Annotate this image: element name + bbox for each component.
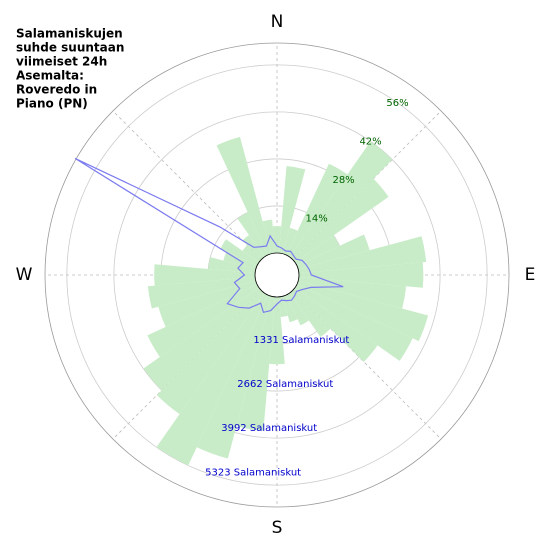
bar xyxy=(154,264,256,286)
compass-label: W xyxy=(16,265,33,285)
chart-title: Asemalta: xyxy=(16,69,84,83)
bar xyxy=(208,257,256,274)
bar xyxy=(242,245,262,263)
center-hole xyxy=(254,252,300,298)
chart-title: viimeiset 24h xyxy=(16,55,107,69)
outer-ring xyxy=(44,42,510,508)
bar xyxy=(147,276,256,309)
bar xyxy=(295,235,340,266)
bar xyxy=(296,234,370,270)
bar xyxy=(292,287,378,362)
bar xyxy=(298,276,407,309)
bar xyxy=(289,290,331,338)
r-tick-label: 14% xyxy=(305,213,327,224)
line xyxy=(74,157,344,313)
bar xyxy=(147,284,259,357)
compass-label: S xyxy=(272,518,283,538)
bar xyxy=(282,227,298,256)
chart-title: Salamaniskujen xyxy=(16,27,123,41)
bar xyxy=(282,294,298,323)
chart-title: suhde suuntaan xyxy=(16,41,124,55)
bar xyxy=(196,294,272,459)
bar xyxy=(237,212,268,257)
chart-title: Piano (PN) xyxy=(16,97,88,111)
compass-label: E xyxy=(525,265,536,285)
bar xyxy=(236,296,276,431)
bar xyxy=(158,280,258,327)
bar xyxy=(298,236,427,274)
r2-tick-label: 5323 Salamaniskut xyxy=(205,467,301,478)
bar xyxy=(295,284,413,361)
chart-title: Roveredo in xyxy=(16,83,97,97)
r-tick-label: 56% xyxy=(386,98,408,109)
bar xyxy=(216,136,272,256)
bar xyxy=(156,293,268,466)
bar xyxy=(298,262,424,288)
bar xyxy=(269,296,285,365)
bar xyxy=(292,178,389,263)
bar xyxy=(278,166,306,254)
bar xyxy=(143,287,262,391)
spoke xyxy=(292,290,442,440)
bar xyxy=(289,141,393,260)
grid-ring xyxy=(113,111,441,439)
grid-ring xyxy=(66,64,488,486)
compass-label: N xyxy=(271,12,284,32)
r2-tick-label: 2662 Salamaniskut xyxy=(237,379,333,390)
r2-tick-label: 1331 Salamaniskut xyxy=(253,335,349,346)
bar xyxy=(296,280,429,342)
bar xyxy=(278,296,288,317)
bar xyxy=(286,163,348,257)
r-tick-label: 28% xyxy=(332,175,354,186)
r2-tick-label: 3992 Salamaniskut xyxy=(221,423,317,434)
r-tick-label: 42% xyxy=(359,136,381,147)
bar xyxy=(156,290,265,415)
bar xyxy=(262,219,276,254)
bar xyxy=(286,293,309,326)
spoke xyxy=(112,110,262,260)
bar xyxy=(220,239,259,266)
